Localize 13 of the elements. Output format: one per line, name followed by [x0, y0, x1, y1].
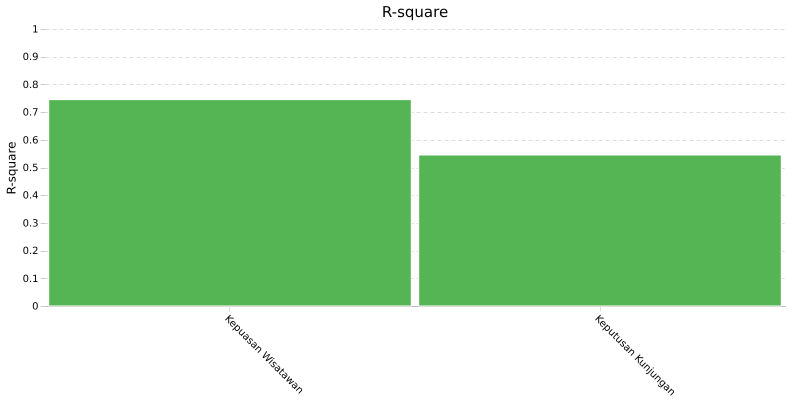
y-tick-label: 0 [32, 302, 38, 312]
y-tick-label: 0.4 [22, 190, 38, 202]
y-tick-label: 1 [32, 24, 38, 36]
y-tick-label: 0.6 [22, 135, 38, 146]
y-tick-label: 0.8 [22, 80, 38, 91]
y-tick-label: 0.3 [22, 218, 38, 230]
y-tick-label: 0.5 [22, 163, 38, 174]
y-tick-label: 0.9 [22, 52, 38, 64]
y-tick-label: 0.1 [22, 274, 38, 285]
y-axis-title: R-square [4, 141, 19, 195]
chart-title: R-square [382, 3, 448, 21]
y-tick-label: 0.7 [22, 108, 38, 119]
y-tick-label: 0.2 [22, 246, 38, 258]
